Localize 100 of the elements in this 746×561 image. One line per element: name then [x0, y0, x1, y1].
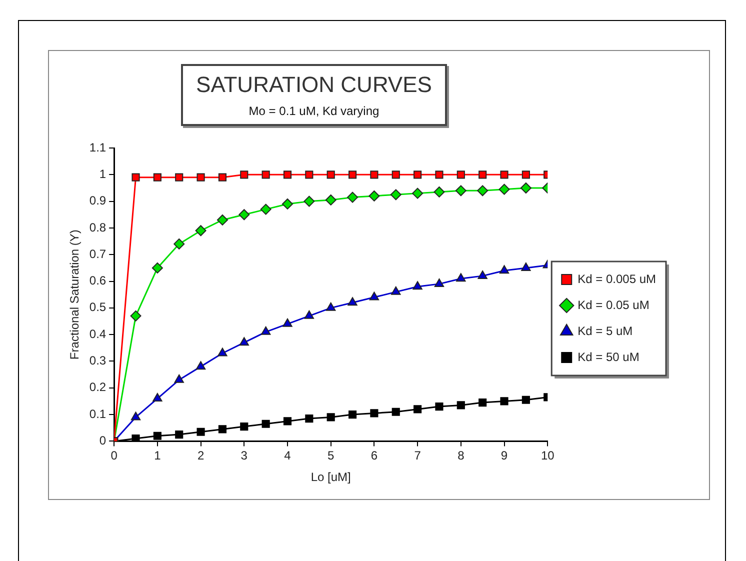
- point: [216, 214, 228, 226]
- point: [325, 194, 336, 206]
- point: [434, 186, 445, 198]
- chart-subtitle: Mo = 0.1 uM, Kd varying: [248, 104, 380, 118]
- y-tick-label: 0.4: [89, 326, 106, 341]
- x-tick-label: 1: [154, 448, 162, 463]
- y-tick-label: 1.1: [89, 140, 106, 154]
- point: [521, 262, 531, 271]
- point: [239, 337, 249, 346]
- point: [434, 278, 444, 287]
- point: [456, 401, 465, 410]
- point: [304, 196, 315, 207]
- point: [391, 286, 401, 295]
- point: [132, 434, 140, 442]
- legend-label: Kd = 5 uM: [578, 324, 633, 338]
- point: [498, 184, 510, 195]
- x-tick-label: 6: [370, 448, 378, 463]
- point: [240, 170, 248, 179]
- x-tick-label: 4: [284, 448, 292, 463]
- x-tick-label: 9: [500, 448, 508, 463]
- point: [348, 170, 357, 179]
- point: [326, 302, 336, 311]
- x-tick-label: 8: [458, 448, 465, 463]
- legend-label: Kd = 0.005 uM: [578, 272, 656, 286]
- point: [238, 209, 250, 220]
- point: [130, 310, 142, 322]
- point: [174, 374, 184, 383]
- y-tick-label: 0.1: [89, 406, 106, 421]
- legend-label: Kd = 50 uM: [578, 350, 640, 364]
- point: [282, 318, 292, 327]
- x-axis-title: Lo [uM]: [310, 470, 351, 484]
- point: [326, 170, 335, 179]
- point: [218, 348, 228, 356]
- point: [153, 432, 162, 440]
- point: [196, 361, 206, 370]
- x-tick-label: 0: [110, 448, 118, 463]
- point: [196, 173, 205, 182]
- x-tick-label: 2: [197, 448, 204, 463]
- y-tick-label: 0.3: [89, 354, 106, 368]
- y-tick-label: 0: [99, 434, 106, 448]
- y-axis-title: Fractional Saturation (Y): [68, 230, 82, 360]
- point: [500, 397, 508, 406]
- point: [175, 430, 184, 439]
- point: [500, 170, 508, 179]
- point: [152, 393, 162, 402]
- point: [412, 281, 422, 290]
- point: [304, 310, 314, 319]
- point: [262, 170, 270, 179]
- point: [435, 170, 444, 179]
- y-tick-label: 0.2: [89, 380, 106, 394]
- point: [283, 417, 292, 426]
- point: [152, 262, 163, 274]
- point: [218, 425, 226, 434]
- y-tick-label: 1: [99, 166, 106, 181]
- point: [456, 170, 465, 179]
- point: [435, 402, 444, 411]
- point: [456, 273, 466, 282]
- point: [370, 409, 378, 418]
- point: [282, 198, 293, 210]
- y-tick-label: 0.5: [89, 300, 106, 314]
- point: [455, 185, 466, 196]
- chart-title: SATURATION CURVES: [195, 72, 433, 98]
- point: [412, 188, 424, 199]
- point: [195, 225, 206, 236]
- point: [326, 413, 335, 422]
- legend-label: Kd = 0.05 uM: [578, 298, 650, 312]
- x-tick-label: 10: [540, 448, 555, 463]
- point: [499, 265, 510, 274]
- point: [348, 410, 357, 419]
- point: [414, 170, 422, 179]
- y-tick-label: 0.9: [89, 194, 106, 208]
- point: [390, 189, 402, 200]
- point: [477, 185, 488, 196]
- point: [392, 170, 400, 179]
- point: [175, 173, 184, 182]
- point: [132, 173, 140, 182]
- y-tick-label: 0.8: [89, 220, 106, 234]
- x-tick-label: 7: [414, 448, 422, 463]
- point: [478, 398, 487, 407]
- y-tick-label: 0.6: [89, 274, 106, 288]
- point: [305, 414, 314, 423]
- point: [262, 420, 270, 428]
- point: [522, 170, 530, 179]
- point: [347, 192, 358, 203]
- y-tick-label: 0.7: [89, 246, 106, 261]
- point: [218, 173, 226, 182]
- point: [240, 422, 248, 431]
- point: [153, 173, 162, 182]
- point: [520, 182, 532, 194]
- point: [348, 297, 358, 306]
- point: [305, 170, 314, 179]
- point: [478, 170, 487, 179]
- point: [392, 408, 400, 416]
- point: [414, 405, 422, 414]
- point: [196, 428, 205, 436]
- point: [283, 170, 292, 179]
- point: [370, 170, 378, 179]
- point: [260, 204, 272, 215]
- point: [260, 326, 271, 335]
- point: [369, 292, 380, 300]
